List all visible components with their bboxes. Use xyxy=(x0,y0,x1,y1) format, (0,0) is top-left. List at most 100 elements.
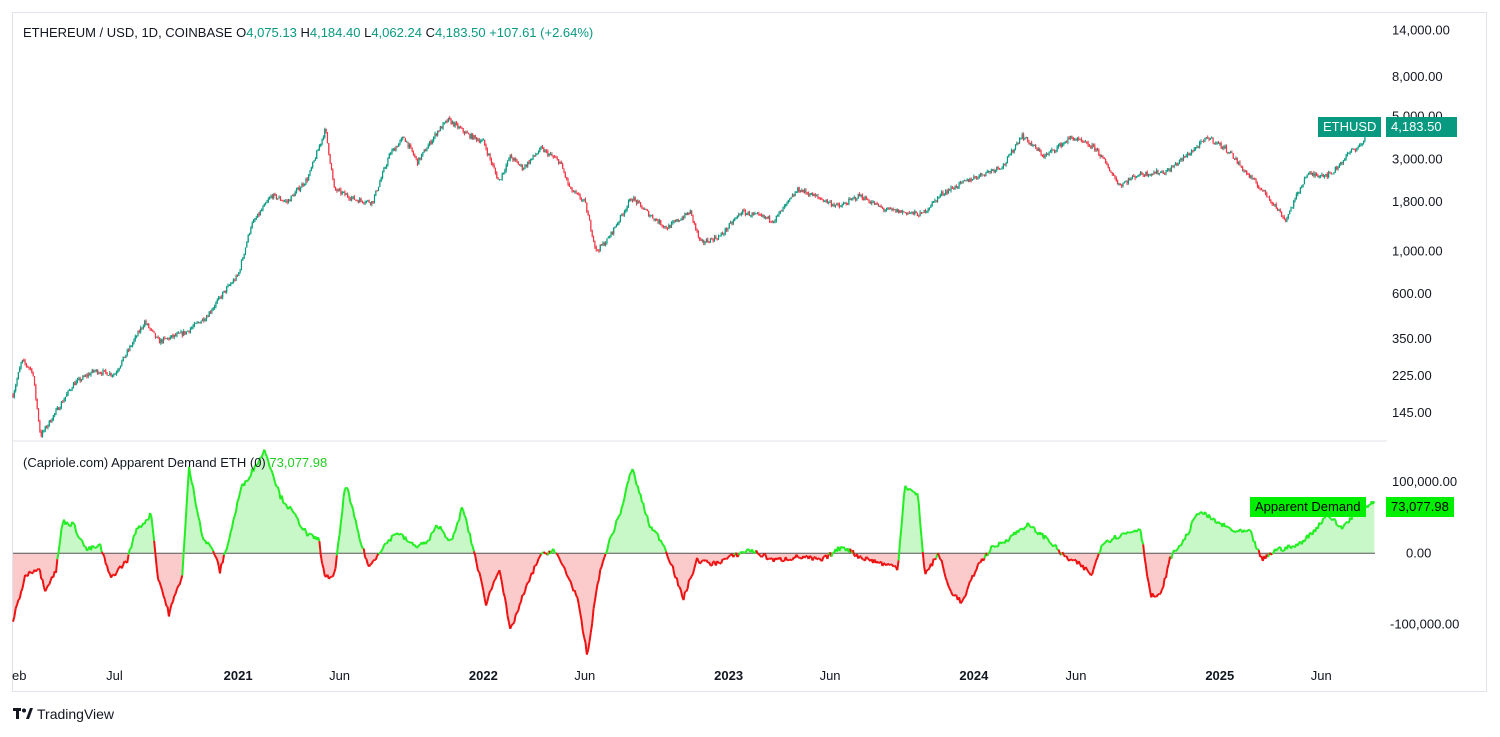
candle-body xyxy=(412,151,415,155)
demand-line-segment xyxy=(192,485,196,496)
demand-line-segment xyxy=(652,529,655,532)
candle-body xyxy=(638,201,640,203)
candle-body xyxy=(777,214,779,216)
price-pane[interactable] xyxy=(12,115,1375,438)
demand-line-segment xyxy=(79,537,83,541)
demand-line-segment xyxy=(581,630,586,638)
demand-line-segment xyxy=(964,589,969,596)
demand-line-segment xyxy=(487,590,492,596)
price-axis-tick: 1,800.00 xyxy=(1392,194,1443,209)
candle-body xyxy=(287,199,290,203)
demand-line-segment xyxy=(602,557,606,562)
demand-line-segment xyxy=(561,564,565,568)
candle-body xyxy=(21,359,24,363)
demand-line-segment xyxy=(555,552,558,556)
tradingview-brand[interactable]: TradingView xyxy=(13,706,114,722)
candle-body xyxy=(369,202,372,205)
candle-body xyxy=(575,191,577,193)
candle-body xyxy=(184,331,186,335)
demand-line-segment xyxy=(413,544,418,548)
price-axis-tick: 350.00 xyxy=(1392,331,1432,346)
candle-body xyxy=(775,215,777,221)
demand-line-segment xyxy=(207,541,211,545)
demand-line-segment xyxy=(795,554,799,558)
demand-line-segment xyxy=(208,543,212,548)
candle-body xyxy=(447,117,450,122)
demand-line-segment xyxy=(80,539,84,543)
candle-body xyxy=(650,215,652,217)
demand-line-segment xyxy=(288,505,293,509)
candle-body xyxy=(517,161,519,165)
candle-body xyxy=(133,339,135,343)
demand-line-segment xyxy=(557,556,561,561)
candle-body xyxy=(825,199,827,202)
high-value: 4,184.40 xyxy=(309,25,361,40)
candle-body xyxy=(310,167,312,171)
candle-body xyxy=(295,189,298,193)
candle-body xyxy=(424,149,427,152)
demand-line-segment xyxy=(72,522,76,526)
candle-body xyxy=(963,180,966,182)
candle-body xyxy=(879,206,881,207)
candle-body xyxy=(289,199,291,202)
demand-line-segment xyxy=(224,548,228,553)
candle-body xyxy=(244,247,247,254)
candle-body xyxy=(818,197,820,199)
candle-body xyxy=(150,328,153,330)
candle-body xyxy=(1207,137,1209,139)
candle-body xyxy=(1271,201,1273,205)
candle-body xyxy=(1009,154,1011,156)
candle-body xyxy=(648,211,650,217)
candle-body xyxy=(1072,137,1074,141)
demand-line-segment xyxy=(247,477,251,481)
candle-body xyxy=(1185,155,1187,158)
candle-body xyxy=(713,236,716,242)
candle-body xyxy=(900,210,902,213)
demand-line-segment xyxy=(610,533,614,537)
demand-line-segment xyxy=(615,518,619,522)
candle-body xyxy=(903,211,905,213)
candle-body xyxy=(1301,186,1303,188)
candle-body xyxy=(782,207,784,212)
demand-line-segment xyxy=(821,556,825,562)
candle-body xyxy=(633,197,635,201)
demand-negative-fill xyxy=(475,553,542,629)
demand-line-segment xyxy=(178,579,182,586)
candle-body xyxy=(915,211,917,214)
candle-body xyxy=(904,212,906,214)
candle-body xyxy=(250,227,252,234)
candle-body xyxy=(1055,150,1057,152)
demand-line-segment xyxy=(1052,544,1056,548)
demand-line-segment xyxy=(692,568,696,575)
demand-line-segment xyxy=(44,588,48,592)
price-axis-tick: 14,000.00 xyxy=(1392,22,1450,37)
candle-body xyxy=(297,187,299,190)
candle-body xyxy=(1044,155,1046,158)
chart-frame[interactable] xyxy=(12,12,1487,692)
demand-line-segment xyxy=(159,585,164,591)
candle-body xyxy=(798,187,800,192)
candle-body xyxy=(1158,173,1160,174)
candle-body xyxy=(154,332,157,338)
demand-line-segment xyxy=(248,475,252,479)
demand-line-segment xyxy=(826,554,830,560)
candle-body xyxy=(1295,194,1297,199)
candle-body xyxy=(1264,189,1267,194)
candle-body xyxy=(136,336,138,338)
demand-line-segment xyxy=(898,528,903,543)
demand-line-segment xyxy=(96,543,100,547)
demand-line-segment xyxy=(677,585,681,588)
candle-body xyxy=(1255,179,1257,184)
demand-line-segment xyxy=(1187,530,1192,534)
demand-line-segment xyxy=(803,555,807,559)
candle-body xyxy=(325,129,327,133)
candle-body xyxy=(622,214,624,216)
demand-tag-value: 73,077.98 xyxy=(1386,497,1454,517)
candle-body xyxy=(821,199,823,200)
candle-body xyxy=(381,172,384,178)
indicator-pane[interactable] xyxy=(12,449,1376,655)
candle-body xyxy=(1024,138,1026,140)
demand-line-segment xyxy=(424,541,428,545)
candle-body xyxy=(1204,137,1206,142)
